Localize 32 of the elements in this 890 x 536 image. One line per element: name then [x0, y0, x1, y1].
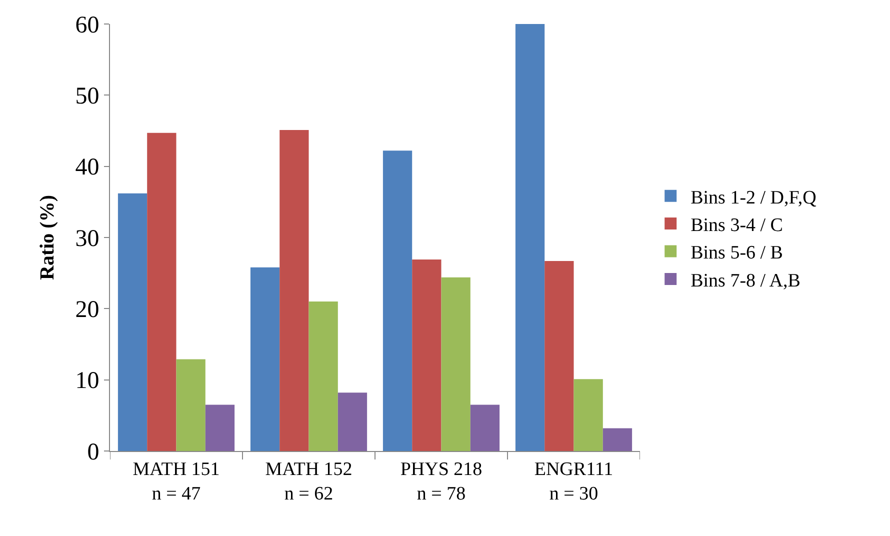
y-tick-label: 30 [75, 226, 100, 252]
bar [441, 277, 470, 451]
bar [176, 359, 206, 451]
legend-label: Bins 5-6 / B [690, 242, 783, 264]
bar [147, 132, 176, 451]
y-tick-label: 0 [87, 439, 100, 466]
y-tick-label: 10 [75, 368, 100, 394]
bar [308, 302, 338, 451]
bar [338, 392, 368, 451]
legend-label: Bins 7-8 / A,B [690, 270, 800, 292]
bar [544, 260, 574, 451]
bar [205, 404, 235, 451]
y-tick-label: 40 [75, 154, 100, 181]
bar [602, 428, 632, 451]
legend-label: Bins 1-2 / D,F,Q [690, 187, 817, 208]
bar [118, 193, 148, 451]
bar [574, 379, 603, 451]
y-tick-label: 60 [75, 12, 100, 38]
bar [280, 130, 309, 451]
x-tick-label: MATH 152 n = 62 [265, 458, 352, 504]
bar [412, 260, 442, 451]
y-axis-title: Ratio (%) [36, 195, 59, 280]
bar [515, 24, 545, 451]
y-tick-label: 20 [75, 297, 100, 324]
x-tick-label: PHYS 218 n = 78 [400, 458, 482, 504]
x-tick-label: ENGR111 n = 30 [534, 458, 614, 504]
bar [470, 404, 500, 451]
legend-label: Bins 3-4 / C [690, 214, 783, 236]
x-tick-label: MATH 151 n = 47 [132, 458, 220, 504]
bar [250, 267, 280, 451]
y-tick-label: 50 [75, 84, 100, 110]
bar [382, 150, 412, 451]
